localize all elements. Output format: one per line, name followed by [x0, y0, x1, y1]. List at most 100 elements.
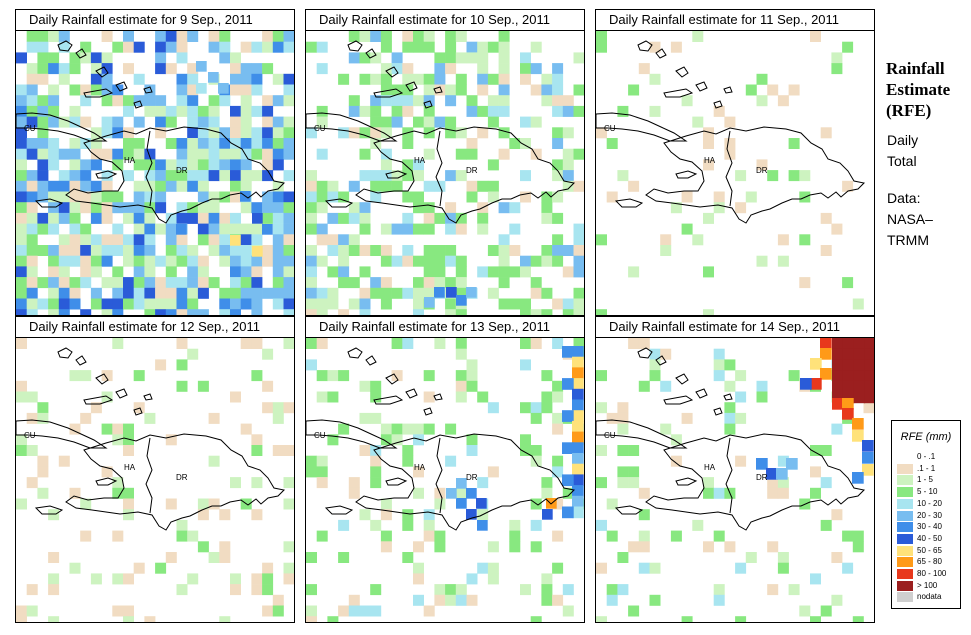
- rainfall-map: CU HA DR: [305, 337, 585, 623]
- bahamas-islet-coastline: [405, 388, 418, 399]
- legend-label: 65 - 80: [917, 557, 942, 567]
- legend-label: 80 - 100: [917, 569, 947, 578]
- bahamas-islet-coastline: [695, 81, 708, 92]
- cuba-coastline: [596, 112, 688, 142]
- label-cuba: CU: [314, 124, 326, 133]
- panel-title: Daily Rainfall estimate for 12 Sep., 201…: [15, 316, 295, 338]
- jamaica-coastline: [324, 505, 354, 515]
- cuba-coastline: [16, 419, 108, 449]
- bahamas-islet-coastline: [655, 355, 667, 366]
- label-haiti: HA: [124, 463, 136, 472]
- label-haiti: HA: [414, 156, 426, 165]
- label-dominican-republic: DR: [176, 166, 188, 175]
- bahamas-islet-coastline: [115, 388, 128, 399]
- map-canvas: CU HA DR: [16, 31, 294, 315]
- bahamas-islet-coastline: [663, 395, 694, 405]
- legend-label: 20 - 30: [917, 510, 942, 520]
- bahamas-islet-coastline: [347, 40, 363, 52]
- legend-swatch: [897, 498, 913, 509]
- panel-title: Daily Rainfall estimate for 13 Sep., 201…: [305, 316, 585, 338]
- legend-swatch: [897, 510, 913, 521]
- bahamas-islet-coastline: [637, 347, 653, 359]
- bahamas-islet-coastline: [675, 66, 689, 78]
- hispaniola-coastline: [355, 126, 576, 224]
- cuba-coastline: [16, 112, 108, 142]
- bahamas-islet-coastline: [663, 88, 694, 98]
- gonave-island-coastline: [675, 170, 698, 179]
- bahamas-islet-coastline: [133, 407, 143, 416]
- panel-title: Daily Rainfall estimate for 11 Sep., 201…: [595, 9, 875, 31]
- bahamas-islet-coastline: [713, 407, 723, 416]
- bahamas-islet-coastline: [675, 373, 689, 385]
- panel-title: Daily Rainfall estimate for 10 Sep., 201…: [305, 9, 585, 31]
- label-dominican-republic: DR: [756, 473, 768, 482]
- rainfall-map: CU HA DR: [15, 337, 295, 623]
- legend-swatch: [897, 463, 913, 474]
- legend-label: 0 - .1: [917, 452, 936, 461]
- bahamas-islet-coastline: [347, 347, 363, 359]
- side-text-line: TRMM: [887, 232, 929, 248]
- haiti-dr-border: [725, 130, 733, 207]
- legend-swatch: [897, 487, 913, 498]
- bahamas-islet-coastline: [713, 100, 723, 109]
- hispaniola-coastline: [355, 433, 576, 531]
- label-cuba: CU: [604, 431, 616, 440]
- bahamas-islet-coastline: [133, 100, 143, 109]
- gonave-island-coastline: [675, 477, 698, 486]
- haiti-dr-border: [435, 130, 443, 207]
- label-haiti: HA: [704, 463, 716, 472]
- haiti-dr-border: [725, 437, 733, 514]
- side-title: Rainfall Estimate (RFE): [886, 58, 950, 121]
- side-data-source: Data: NASA– TRMM: [887, 188, 933, 251]
- legend-label: .1 - 1: [917, 463, 936, 473]
- legend-title: RFE (mm): [900, 431, 952, 443]
- bahamas-islet-coastline: [695, 388, 708, 399]
- legend-swatch: [897, 592, 913, 603]
- bahamas-islet-coastline: [637, 40, 653, 52]
- legend-label: 30 - 40: [917, 522, 942, 532]
- label-haiti: HA: [704, 156, 716, 165]
- legend-label: 1 - 5: [917, 475, 934, 485]
- side-text-line: Total: [887, 153, 917, 169]
- label-cuba: CU: [604, 124, 616, 133]
- bahamas-islet-coastline: [723, 393, 733, 401]
- map-canvas: CU HA DR: [306, 31, 584, 315]
- side-title-line: Estimate: [886, 80, 951, 99]
- side-title-line: (RFE): [886, 101, 932, 120]
- bahamas-islet-coastline: [143, 86, 153, 94]
- rainfall-map: CU HA DR: [595, 30, 875, 316]
- panel-title: Daily Rainfall estimate for 9 Sep., 2011: [15, 9, 295, 31]
- bahamas-islet-coastline: [75, 48, 87, 59]
- cuba-coastline: [306, 112, 398, 142]
- legend-swatch: [897, 522, 913, 533]
- gonave-island-coastline: [95, 477, 118, 486]
- map-canvas: CU HA DR: [596, 31, 866, 315]
- bahamas-islet-coastline: [385, 373, 399, 385]
- legend-label: 50 - 65: [917, 545, 942, 555]
- bahamas-islet-coastline: [75, 355, 87, 366]
- bahamas-islet-coastline: [57, 40, 73, 52]
- haiti-dr-border: [145, 130, 153, 207]
- legend-label: nodata: [917, 592, 942, 602]
- side-daily-total: Daily Total: [887, 130, 918, 172]
- legend-swatch: [897, 545, 913, 556]
- side-text-line: Daily: [887, 132, 919, 148]
- rainfall-map: CU HA DR: [15, 30, 295, 316]
- rfe-legend: RFE (mm) 0 - .1 .1 - 1 1 - 5 5 - 10 10 - 20 2…: [891, 420, 961, 609]
- rainfall-map: CU HA DR: [595, 337, 875, 623]
- jamaica-coastline: [34, 198, 64, 208]
- hispaniola-coastline: [645, 126, 866, 224]
- bahamas-islet-coastline: [405, 81, 418, 92]
- bahamas-islet-coastline: [83, 88, 114, 98]
- label-dominican-republic: DR: [756, 166, 768, 175]
- label-dominican-republic: DR: [466, 473, 478, 482]
- jamaica-coastline: [614, 198, 644, 208]
- label-haiti: HA: [124, 156, 136, 165]
- label-cuba: CU: [24, 124, 36, 133]
- side-title-line: Rainfall: [886, 59, 945, 78]
- label-haiti: HA: [414, 463, 426, 472]
- side-text-line: NASA–: [887, 211, 933, 227]
- legend-swatch: [897, 569, 913, 579]
- jamaica-coastline: [324, 198, 354, 208]
- side-text-line: Data:: [887, 190, 921, 206]
